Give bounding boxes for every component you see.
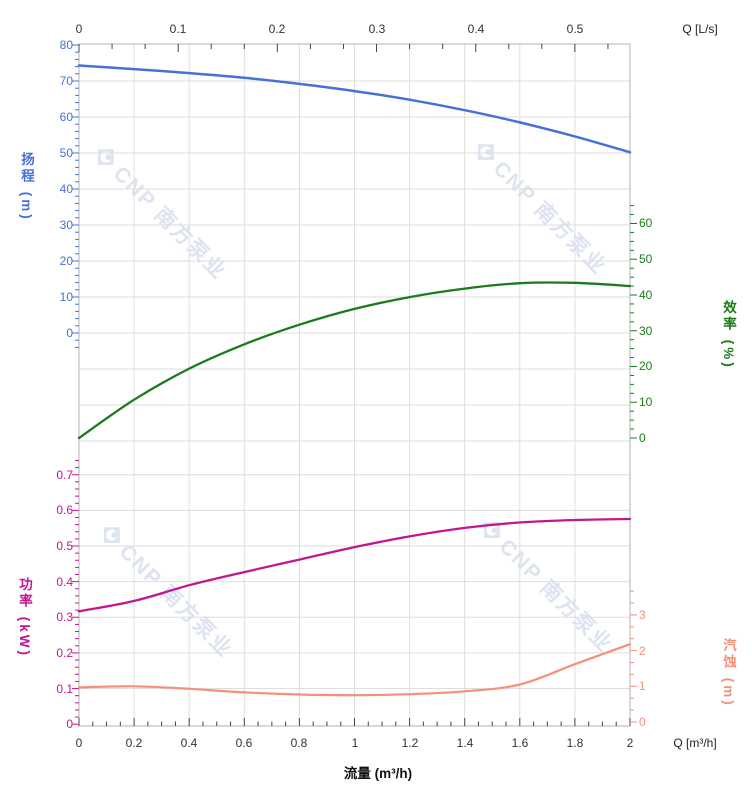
npsh-axis-title: 汽蚀 (m) bbox=[721, 638, 736, 708]
curves bbox=[77, 64, 632, 697]
bottom-axis-tick: 1.4 bbox=[456, 736, 474, 750]
npsh-axis-tick: 1 bbox=[639, 679, 646, 693]
efficiency-axis-tick: 40 bbox=[639, 288, 653, 302]
bottom-axis-tick: 0.4 bbox=[180, 736, 198, 750]
efficiency-axis-tick: 60 bbox=[639, 216, 653, 230]
bottom-axis-tick: 2 bbox=[626, 736, 634, 750]
npsh-axis-tick: 2 bbox=[639, 644, 646, 658]
npsh-axis-tick: 3 bbox=[639, 608, 646, 622]
axis-ticks bbox=[72, 44, 637, 726]
power-curve bbox=[77, 517, 632, 613]
top-axis-tick: 0 bbox=[75, 22, 83, 36]
power-axis-tick: 0.1 bbox=[56, 682, 73, 696]
bottom-axis-unit-label: Q [m³/h] bbox=[673, 736, 717, 750]
power-axis-tick: 0.6 bbox=[56, 503, 73, 517]
top-axis-tick: 0.1 bbox=[169, 22, 187, 36]
bottom-axis-tick: 0 bbox=[75, 736, 83, 750]
efficiency-curve bbox=[77, 281, 632, 440]
npsh-curve bbox=[77, 643, 632, 697]
top-axis-tick: 0.3 bbox=[368, 22, 386, 36]
top-axis-tick: 0.2 bbox=[268, 22, 286, 36]
head-curve bbox=[77, 64, 632, 154]
gridlines bbox=[79, 44, 630, 726]
efficiency-axis-tick: 0 bbox=[639, 431, 646, 445]
top-axis-unit-label: Q [L/s] bbox=[682, 22, 718, 36]
efficiency-axis-tick: 50 bbox=[639, 252, 653, 266]
bottom-axis-tick: 1.2 bbox=[401, 736, 419, 750]
head-axis-tick: 30 bbox=[59, 218, 73, 232]
top-axis-tick: 0.5 bbox=[566, 22, 584, 36]
head-axis-tick: 0 bbox=[66, 326, 73, 340]
bottom-axis-tick: 0.8 bbox=[290, 736, 308, 750]
top-axis-tick: 0.4 bbox=[467, 22, 485, 36]
head-axis-tick: 60 bbox=[59, 110, 73, 124]
bottom-axis-tick: 1.8 bbox=[566, 736, 584, 750]
power-axis-tick: 0.5 bbox=[56, 539, 73, 553]
x-axis-title: 流量 (m³/h) bbox=[343, 766, 413, 781]
head-axis-tick: 40 bbox=[59, 182, 73, 196]
head-axis-tick: 20 bbox=[59, 254, 73, 268]
head-axis-tick: 10 bbox=[59, 290, 73, 304]
power-axis-tick: 0.2 bbox=[56, 646, 73, 660]
bottom-axis-tick: 0.2 bbox=[125, 736, 143, 750]
npsh-axis-tick: 0 bbox=[639, 715, 646, 729]
power-axis-tick: 0.4 bbox=[56, 575, 73, 589]
bottom-axis-tick: 1 bbox=[351, 736, 359, 750]
power-axis-tick: 0.7 bbox=[56, 468, 73, 482]
efficiency-axis-tick: 10 bbox=[639, 395, 653, 409]
efficiency-axis-title: 效率 (%) bbox=[721, 300, 736, 370]
power-axis-title: 功率 (kW) bbox=[17, 577, 32, 658]
bottom-axis-tick: 1.6 bbox=[511, 736, 529, 750]
efficiency-axis-tick: 20 bbox=[639, 359, 653, 373]
bottom-axis-tick: 0.6 bbox=[235, 736, 253, 750]
power-axis-tick: 0.3 bbox=[56, 610, 73, 624]
head-axis-title: 扬程 (m) bbox=[19, 152, 34, 222]
head-axis-tick: 50 bbox=[59, 146, 73, 160]
head-axis-tick: 70 bbox=[59, 74, 73, 88]
efficiency-axis-tick: 30 bbox=[639, 324, 653, 338]
head-axis-tick: 80 bbox=[59, 38, 73, 52]
power-axis-tick: 0 bbox=[66, 717, 73, 731]
